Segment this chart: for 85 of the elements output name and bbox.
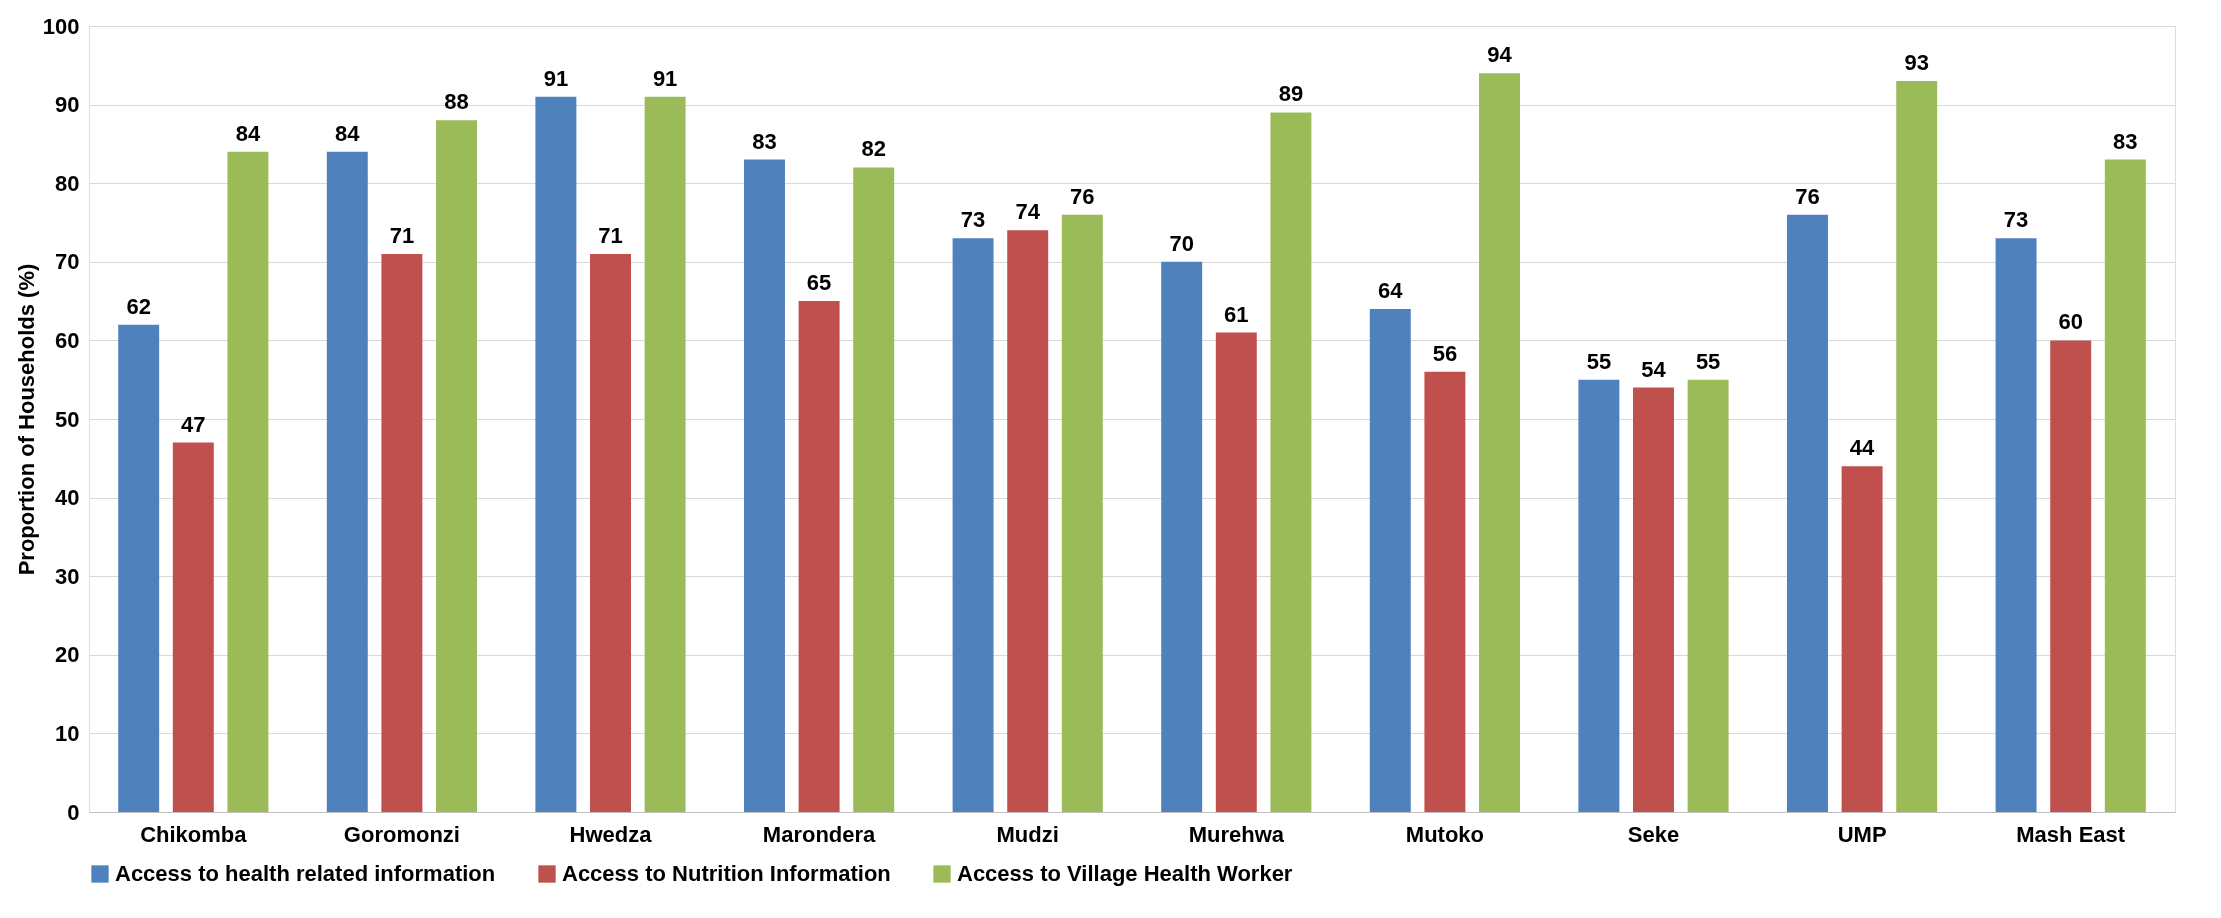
bar (744, 159, 785, 812)
x-tick-label: Seke (1627, 821, 1680, 847)
bar (2104, 159, 2146, 812)
data-label: 82 (861, 136, 886, 162)
y-axis-title: Proportion of Households (%) (13, 263, 39, 576)
bar (2050, 340, 2092, 812)
y-tick-label: 0 (67, 799, 80, 825)
data-label: 89 (1278, 81, 1304, 107)
data-label: 70 (1169, 230, 1194, 256)
data-label: 56 (1432, 340, 1458, 366)
x-tick-label: UMP (1837, 821, 1887, 847)
data-label: 91 (543, 65, 569, 91)
data-label: 91 (652, 65, 678, 91)
data-label: 71 (598, 222, 623, 248)
data-label: 71 (389, 222, 415, 248)
data-label: 88 (444, 89, 469, 115)
bar (1578, 379, 1620, 812)
y-tick-label: 10 (55, 720, 80, 746)
bar (535, 96, 577, 812)
data-label: 93 (1904, 50, 1929, 76)
bar (1479, 73, 1520, 812)
y-tick-label: 100 (42, 13, 80, 39)
bar (1270, 112, 1312, 812)
data-label: 94 (1487, 42, 1513, 68)
y-tick-label: 60 (55, 327, 80, 353)
bar (1687, 379, 1729, 812)
x-tick-label: Chikomba (140, 821, 248, 847)
data-label: 74 (1015, 199, 1041, 225)
bar (1995, 238, 2037, 812)
y-tick-label: 40 (55, 485, 80, 511)
y-tick-label: 30 (55, 563, 80, 589)
legend-label: Access to Village Health Worker (957, 861, 1293, 886)
bar (644, 96, 686, 812)
bar (1787, 214, 1828, 812)
data-label: 54 (1641, 356, 1667, 382)
x-tick-label: Mudzi (996, 821, 1059, 847)
data-label: 76 (1070, 183, 1095, 209)
data-label: 83 (752, 128, 777, 154)
bar (381, 253, 423, 812)
bar (798, 301, 840, 812)
bar (1007, 230, 1049, 812)
data-label: 76 (1795, 183, 1820, 209)
x-tick-label: Mash East (2016, 821, 2126, 847)
data-label: 84 (335, 120, 361, 146)
y-tick-label: 90 (55, 92, 80, 118)
x-tick-label: Marondera (762, 821, 877, 847)
data-label: 55 (1695, 348, 1721, 374)
x-tick-label: Murehwa (1188, 821, 1285, 847)
bar (1896, 81, 1938, 812)
x-tick-label: Hwedza (569, 821, 653, 847)
bar (118, 324, 160, 812)
y-tick-label: 20 (55, 642, 80, 668)
bar (1841, 466, 1883, 812)
data-label: 47 (181, 411, 206, 437)
legend-label: Access to health related information (115, 861, 496, 886)
bar (1161, 261, 1203, 812)
bar (590, 253, 631, 812)
x-tick-label: Mutoko (1405, 821, 1484, 847)
data-label: 61 (1224, 301, 1249, 327)
data-label: 44 (1849, 435, 1876, 461)
data-label: 73 (960, 207, 986, 233)
data-label: 60 (2058, 309, 2083, 335)
data-label: 55 (1586, 348, 1612, 374)
data-label: 65 (806, 270, 832, 296)
x-tick-label: Goromonzi (343, 821, 460, 847)
bar (227, 151, 269, 812)
bar (1061, 214, 1103, 812)
y-tick-label: 50 (55, 406, 80, 432)
bar (952, 238, 994, 812)
data-label: 62 (126, 293, 151, 319)
bar (853, 167, 895, 812)
bar (172, 442, 214, 812)
bar (1215, 332, 1257, 812)
data-label: 64 (1378, 277, 1404, 303)
bar (1424, 371, 1466, 812)
bar (1633, 387, 1674, 812)
legend-label: Access to Nutrition Information (562, 861, 891, 886)
bar (326, 151, 368, 812)
data-label: 83 (2113, 128, 2138, 154)
data-label: 84 (235, 120, 261, 146)
data-label: 73 (2003, 207, 2029, 233)
bar (1369, 308, 1411, 812)
y-tick-label: 70 (55, 249, 80, 275)
bar (436, 120, 477, 812)
y-tick-label: 80 (55, 170, 80, 196)
